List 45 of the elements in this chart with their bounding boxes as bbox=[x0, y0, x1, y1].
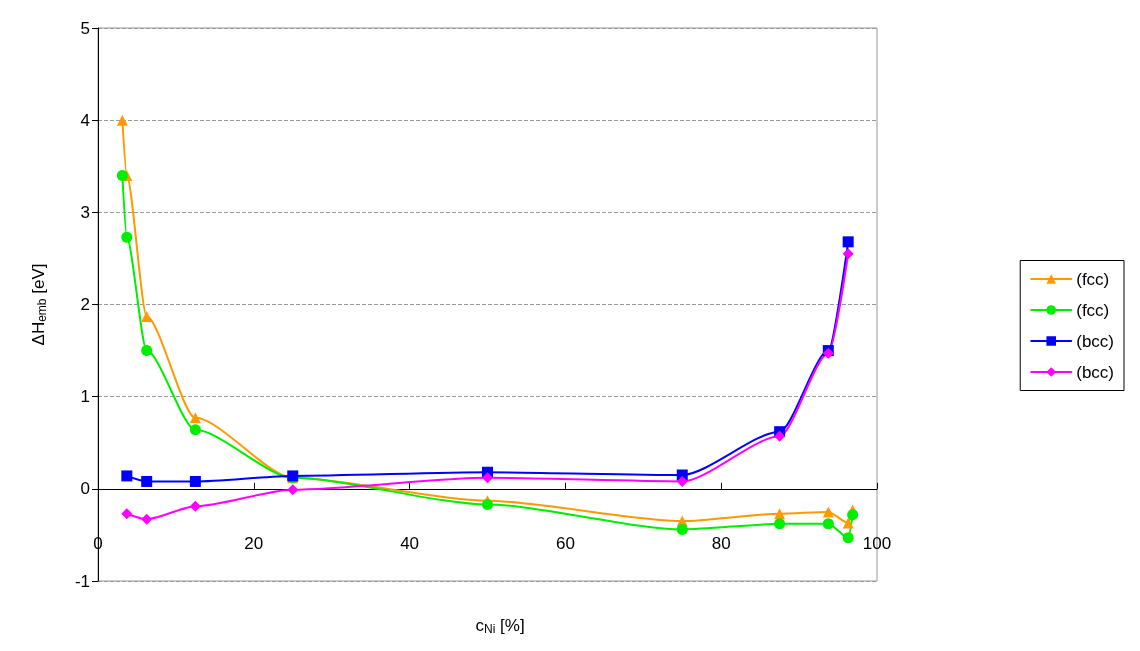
x-tick-label: 60 bbox=[555, 533, 575, 553]
point bbox=[189, 475, 201, 487]
x-tick-label: 40 bbox=[400, 533, 420, 553]
point bbox=[482, 499, 493, 510]
point bbox=[189, 424, 201, 436]
point bbox=[774, 508, 786, 520]
y-tick-label: 0 bbox=[80, 479, 90, 499]
point bbox=[847, 509, 859, 521]
point bbox=[121, 470, 133, 482]
point bbox=[141, 345, 153, 357]
point bbox=[141, 513, 153, 525]
point bbox=[141, 310, 153, 322]
y-tick-label: -1 bbox=[74, 571, 90, 591]
point bbox=[842, 236, 854, 248]
y-tick-label: 4 bbox=[80, 110, 90, 130]
point bbox=[822, 506, 834, 518]
legend-label: (bcc) bbox=[1076, 331, 1114, 351]
point bbox=[141, 475, 153, 487]
y-axis-title: ΔHemb [eV] bbox=[28, 263, 49, 346]
y-tick-label: 3 bbox=[80, 202, 90, 222]
point bbox=[774, 518, 786, 530]
point bbox=[842, 517, 854, 529]
point bbox=[842, 532, 854, 544]
legend-label: (fcc) bbox=[1076, 269, 1110, 289]
point bbox=[189, 500, 201, 512]
point bbox=[482, 472, 493, 484]
point bbox=[842, 248, 854, 260]
x-tick-label: 80 bbox=[711, 533, 731, 553]
legend-label: (bcc) bbox=[1076, 362, 1114, 382]
point bbox=[116, 169, 128, 181]
point bbox=[121, 508, 133, 520]
y-tick-label: 2 bbox=[80, 295, 90, 314]
y-tick-label: 1 bbox=[80, 387, 90, 407]
point bbox=[774, 430, 786, 442]
point bbox=[287, 484, 299, 496]
x-tick-label: 20 bbox=[244, 533, 264, 553]
point bbox=[822, 518, 834, 530]
y-tick-label: 5 bbox=[80, 18, 90, 38]
point bbox=[116, 114, 128, 126]
point bbox=[121, 231, 133, 243]
x-tick-label: 100 bbox=[862, 533, 892, 553]
point bbox=[676, 523, 688, 535]
point bbox=[676, 475, 688, 487]
point bbox=[189, 412, 201, 424]
legend-label: (fcc) bbox=[1076, 300, 1110, 320]
